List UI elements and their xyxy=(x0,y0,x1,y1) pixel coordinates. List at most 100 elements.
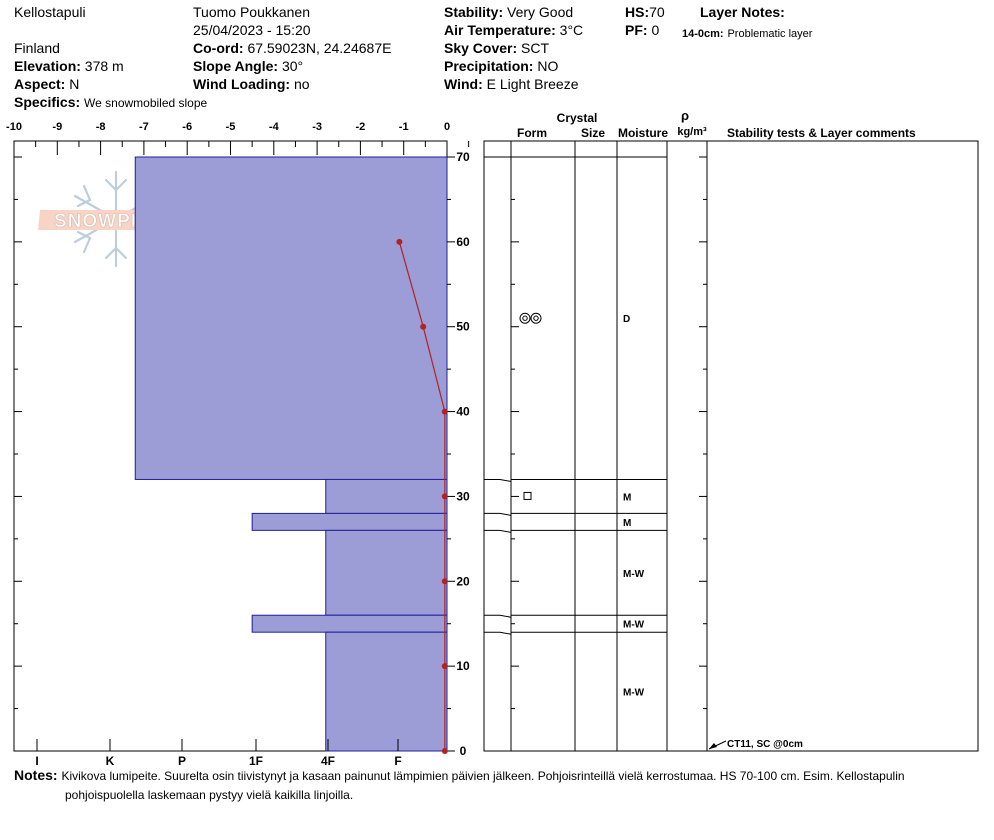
wind-loading-label: Wind Loading: xyxy=(193,76,291,92)
height-axis: 0 10 20 30 40 50 60 70 xyxy=(14,150,707,758)
crystal-table-columns xyxy=(510,141,708,751)
country: Finland xyxy=(14,40,60,56)
height-tick-label: 20 xyxy=(456,574,470,588)
form-ring-inner xyxy=(533,315,539,321)
observer-name: Tuomo Poukkanen xyxy=(193,4,310,20)
moisture-label: M-W xyxy=(623,569,645,580)
notes-field: Notes: Kivikova lumipeite. Suurelta osin… xyxy=(14,767,905,784)
temperature-tick-label: -4 xyxy=(269,121,280,133)
temperature-point xyxy=(441,663,448,670)
layer-note-text: Problematic layer xyxy=(727,28,813,40)
sky-cover-field: Sky Cover: SCT xyxy=(444,40,549,56)
hardness-layer xyxy=(325,631,448,752)
hardness-layer xyxy=(251,512,448,531)
pf-value: 0 xyxy=(651,22,660,38)
coord-label: Co-ord: xyxy=(193,40,244,56)
rounding-faceted-icon xyxy=(519,312,542,324)
wind-label: Wind: xyxy=(444,76,483,92)
slope-angle-value: 30° xyxy=(281,58,304,74)
form-ring-inner xyxy=(522,315,528,321)
hardness-layers xyxy=(134,156,448,752)
layer-note-depth: 14-0cm: xyxy=(682,28,724,40)
stability-label: Stability: xyxy=(444,4,504,20)
temperature-point xyxy=(441,578,448,585)
observation-datetime: 25/04/2023 - 15:20 xyxy=(193,22,311,38)
height-tick-label: 60 xyxy=(456,235,470,249)
air-temperature-value: 3°C xyxy=(559,22,584,38)
slope-angle-label: Slope Angle: xyxy=(193,58,279,74)
temperature-profile xyxy=(396,238,448,754)
elevation-label: Elevation: xyxy=(14,58,81,74)
location-name: Kellostapuli xyxy=(14,4,86,20)
hs-label: HS: xyxy=(625,4,650,20)
specifics-label: Specifics: xyxy=(14,94,81,110)
rho-header: ρ xyxy=(681,108,689,123)
temperature-point xyxy=(441,748,448,754)
faceted-square-icon xyxy=(523,491,532,500)
aspect-field: Aspect: N xyxy=(14,76,79,92)
precipitation-label: Precipitation: xyxy=(444,58,534,74)
hs-field: HS:70 xyxy=(625,4,665,20)
moisture-label: D xyxy=(623,314,630,325)
temperature-point xyxy=(420,323,427,330)
aspect-value: N xyxy=(69,76,80,92)
temperature-tick-label: -1 xyxy=(399,121,409,133)
coord-field: Co-ord: 67.59023N, 24.24687E xyxy=(193,40,391,56)
height-tick-label: 50 xyxy=(456,320,470,334)
wind-loading-field: Wind Loading: no xyxy=(193,76,310,92)
temperature-tick-label: -9 xyxy=(52,121,62,133)
density-unit-header: kg/m³ xyxy=(677,126,707,138)
wind-field: Wind: E Light Breeze xyxy=(444,76,578,92)
layer-notes-label: Layer Notes: xyxy=(700,4,785,20)
height-tick-label: 70 xyxy=(456,150,470,164)
slope-angle-field: Slope Angle: 30° xyxy=(193,58,303,74)
aspect-label: Aspect: xyxy=(14,76,66,92)
precipitation-value: NO xyxy=(537,58,559,74)
hs-value: 70 xyxy=(649,4,665,20)
temperature-tick-label: -8 xyxy=(96,121,106,133)
layer-note: 14-0cm: Problematic layer xyxy=(682,24,812,42)
air-temperature-field: Air Temperature: 3°C xyxy=(444,22,583,38)
hardness-tick-label: 4F xyxy=(321,754,335,768)
form-header: Form xyxy=(517,126,547,140)
moisture-header: Moisture xyxy=(618,126,668,140)
hardness-layer xyxy=(325,529,448,616)
pf-field: PF: 0 xyxy=(625,22,659,38)
crystal-header: Crystal xyxy=(557,111,598,125)
height-tick-label: 10 xyxy=(456,659,470,673)
air-temperature-label: Air Temperature: xyxy=(444,22,556,38)
specifics-field: Specifics: We snowmobiled slope xyxy=(14,94,207,111)
notes-line-2: pohjoispuolella laskemaan pystyy vielä k… xyxy=(65,788,354,802)
stability-test-arrowhead xyxy=(709,743,717,749)
coord-value: 67.59023N, 24.24687E xyxy=(247,40,392,56)
wind-loading-value: no xyxy=(293,76,310,92)
hardness-tick-label: K xyxy=(106,754,115,768)
temperature-tick-label: -2 xyxy=(356,121,366,133)
moisture-label: M xyxy=(623,518,631,529)
hardness-layer xyxy=(251,614,448,633)
moisture-label: M xyxy=(623,492,631,503)
temperature-tick-label: -7 xyxy=(139,121,149,133)
form-ring xyxy=(530,312,542,324)
size-header: Size xyxy=(581,126,605,140)
temperature-point xyxy=(441,408,448,415)
hardness-layer xyxy=(325,478,448,514)
hardness-tick-label: 1F xyxy=(249,754,263,768)
temperature-tick-label: -6 xyxy=(182,121,192,133)
notes-line-1: Kivikova lumipeite. Suurelta osin tiivis… xyxy=(61,769,905,783)
moisture-label: M-W xyxy=(623,688,645,699)
temperature-point xyxy=(441,493,448,500)
sky-cover-label: Sky Cover: xyxy=(444,40,518,56)
layer-boundary-connector xyxy=(484,512,512,516)
temperature-point xyxy=(396,238,403,245)
height-tick-label: 0 xyxy=(460,744,467,758)
elevation-value: 378 m xyxy=(84,58,124,74)
layer-boundary-connector xyxy=(484,478,512,482)
wind-value: E Light Breeze xyxy=(486,76,579,92)
specifics-value: We snowmobiled slope xyxy=(84,96,208,110)
hardness-tick-label: F xyxy=(394,754,401,768)
layer-boundary-connector xyxy=(484,529,512,533)
temperature-tick-label: -5 xyxy=(226,121,236,133)
form-ring xyxy=(519,312,531,324)
